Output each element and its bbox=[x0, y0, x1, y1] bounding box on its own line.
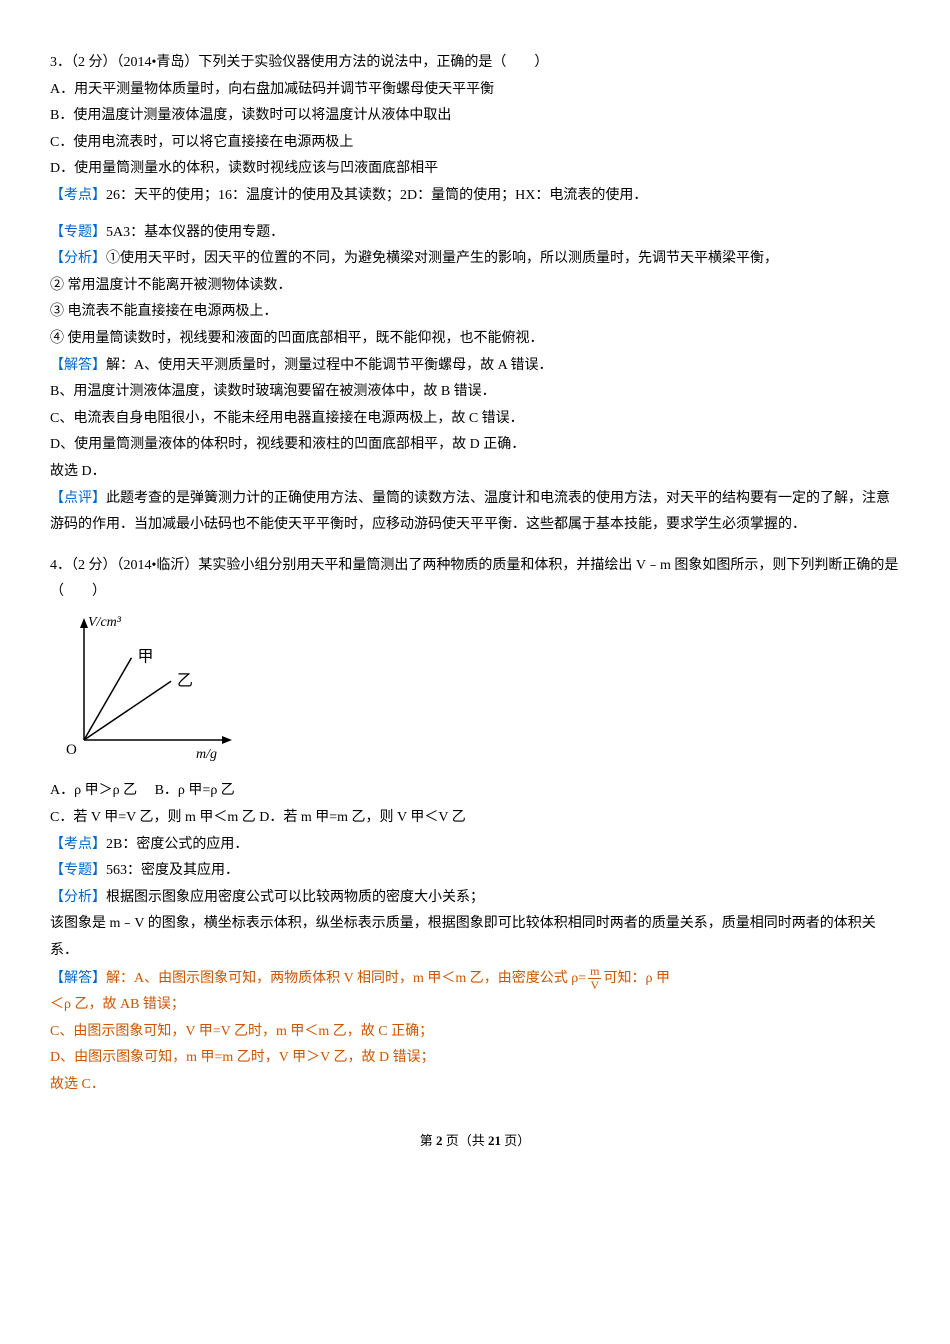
q3-opt-a: A．用天平测量物体质量时，向右盘加减砝码并调节平衡螺母使天平平衡 bbox=[50, 77, 900, 104]
jieda-label: 【解答】 bbox=[50, 971, 106, 986]
q4-opt-cd: C．若 V 甲=V 乙，则 m 甲＜m 乙 D．若 m 甲=m 乙，则 V 甲＜… bbox=[50, 805, 900, 832]
q4-kaodian: 【考点】2B：密度公式的应用． bbox=[50, 832, 900, 859]
q4-opt-b: B．ρ 甲=ρ 乙 bbox=[155, 783, 235, 798]
svg-text:甲: 甲 bbox=[138, 649, 154, 666]
q3-kaodian: 【考点】26：天平的使用；16：温度计的使用及其读数；2D：量筒的使用；HX：电… bbox=[50, 183, 900, 210]
q3-fenxi-1: ② 常用温度计不能离开被测物体读数． bbox=[50, 273, 900, 300]
svg-text:m/g: m/g bbox=[196, 747, 217, 762]
q3-jieda-0: 【解答】解：A、使用天平测质量时，测量过程中不能调节平衡螺母，故 A 错误． bbox=[50, 353, 900, 380]
q4-graph: 甲乙 V/cm³ m/g O bbox=[56, 612, 256, 773]
kaodian-text: 26：天平的使用；16：温度计的使用及其读数；2D：量筒的使用；HX：电流表的使… bbox=[106, 188, 647, 203]
q3-fenxi-0: 【分析】①使用天平时，因天平的位置的不同，为避免横梁对测量产生的影响，所以测质量… bbox=[50, 246, 900, 273]
q4-zhuanti: 【专题】563：密度及其应用． bbox=[50, 858, 900, 885]
q4-stem: 4．（2 分）（2014•临沂）某实验小组分别用天平和量筒测出了两种物质的质量和… bbox=[50, 553, 900, 606]
svg-text:O: O bbox=[66, 742, 77, 758]
q3-jieda-3: D、使用量筒测量液体的体积时，视线要和液柱的凹面底部相平，故 D 正确． bbox=[50, 432, 900, 459]
q3-opt-b: B．使用温度计测量液体温度，读数时可以将温度计从液体中取出 bbox=[50, 103, 900, 130]
jieda-label: 【解答】 bbox=[50, 358, 106, 373]
q3-zhuanti: 【专题】5A3：基本仪器的使用专题． bbox=[50, 220, 900, 247]
q3-opt-c: C．使用电流表时，可以将它直接接在电源两极上 bbox=[50, 130, 900, 157]
q3-dianping: 【点评】此题考查的是弹簧测力计的正确使用方法、量筒的读数方法、温度计和电流表的使… bbox=[50, 486, 900, 539]
kaodian-label: 【考点】 bbox=[50, 837, 106, 852]
svg-text:乙: 乙 bbox=[177, 672, 193, 689]
kaodian-label: 【考点】 bbox=[50, 188, 106, 203]
kaodian-text: 2B：密度公式的应用． bbox=[106, 837, 248, 852]
q4-opt-ab: A．ρ 甲＞ρ 乙 B．ρ 甲=ρ 乙 bbox=[50, 778, 900, 805]
footer-mid: 页（共 bbox=[442, 1133, 488, 1148]
q4-opt-c: C．若 V 甲=V 乙，则 m 甲＜m 乙 bbox=[50, 810, 256, 825]
q4-fenxi-1: 该图象是 m﹣V 的图象，横坐标表示体积，纵坐标表示质量，根据图象即可比较体积相… bbox=[50, 911, 900, 964]
zhuanti-label: 【专题】 bbox=[50, 225, 106, 240]
spacer bbox=[50, 210, 900, 220]
q3-fenxi-2: ③ 电流表不能直接接在电源两极上． bbox=[50, 299, 900, 326]
q4-opt-d: D．若 m 甲=m 乙，则 V 甲＜V 乙 bbox=[259, 810, 466, 825]
q3-fenxi-3: ④ 使用量筒读数时，视线要和液面的凹面底部相平，既不能仰视，也不能俯视． bbox=[50, 326, 900, 353]
fenxi-label: 【分析】 bbox=[50, 890, 106, 905]
q4-opt-a: A．ρ 甲＞ρ 乙 bbox=[50, 783, 137, 798]
q4-jieda-end: 故选 C． bbox=[50, 1072, 900, 1099]
page-footer: 第 2 页（共 21 页） bbox=[50, 1129, 900, 1154]
footer-total: 21 bbox=[488, 1133, 501, 1148]
fenxi-text: ①使用天平时，因天平的位置的不同，为避免横梁对测量产生的影响，所以测质量时，先调… bbox=[106, 251, 778, 266]
graph-svg: 甲乙 V/cm³ m/g O bbox=[56, 612, 256, 762]
q4-jieda-a2: ＜ρ 乙，故 AB 错误； bbox=[50, 992, 900, 1019]
fraction: mV bbox=[588, 965, 601, 992]
spacer bbox=[50, 539, 900, 553]
q3-opt-d: D．使用量筒测量水的体积，读数时视线应该与凹液面底部相平 bbox=[50, 156, 900, 183]
dianping-text: 此题考查的是弹簧测力计的正确使用方法、量筒的读数方法、温度计和电流表的使用方法，… bbox=[50, 491, 890, 533]
dianping-label: 【点评】 bbox=[50, 491, 106, 506]
q3-jieda-4: 故选 D． bbox=[50, 459, 900, 486]
q4-jieda-a: 【解答】解：A、由图示图象可知，两物质体积 V 相同时，m 甲＜m 乙，由密度公… bbox=[50, 965, 900, 993]
zhuanti-text: 563：密度及其应用． bbox=[106, 863, 239, 878]
frac-den: V bbox=[588, 979, 601, 992]
svg-text:V/cm³: V/cm³ bbox=[88, 615, 122, 630]
zhuanti-label: 【专题】 bbox=[50, 863, 106, 878]
q3-stem: 3．（2 分）（2014•青岛）下列关于实验仪器使用方法的说法中，正确的是（ ） bbox=[50, 50, 900, 77]
q4-jieda-d: D、由图示图象可知，m 甲=m 乙时，V 甲＞V 乙，故 D 错误； bbox=[50, 1045, 900, 1072]
fenxi-text: 根据图示图象应用密度公式可以比较两物质的密度大小关系； bbox=[106, 890, 484, 905]
footer-pre: 第 bbox=[420, 1133, 436, 1148]
q4-jieda-c: C、由图示图象可知，V 甲=V 乙时，m 甲＜m 乙，故 C 正确； bbox=[50, 1019, 900, 1046]
zhuanti-text: 5A3：基本仪器的使用专题． bbox=[106, 225, 284, 240]
q3-jieda-1: B、用温度计测液体温度，读数时玻璃泡要留在被测液体中，故 B 错误． bbox=[50, 379, 900, 406]
frac-num: m bbox=[588, 965, 601, 979]
q4-fenxi-0: 【分析】根据图示图象应用密度公式可以比较两物质的密度大小关系； bbox=[50, 885, 900, 912]
jieda-a-post: 可知：ρ 甲 bbox=[603, 971, 670, 986]
jieda-a-pre: 解：A、由图示图象可知，两物质体积 V 相同时，m 甲＜m 乙，由密度公式 ρ= bbox=[106, 971, 586, 986]
footer-post: 页） bbox=[501, 1133, 530, 1148]
q3-jieda-2: C、电流表自身电阻很小，不能未经用电器直接接在电源两极上，故 C 错误． bbox=[50, 406, 900, 433]
fenxi-label: 【分析】 bbox=[50, 251, 106, 266]
jieda-text: 解：A、使用天平测质量时，测量过程中不能调节平衡螺母，故 A 错误． bbox=[106, 358, 552, 373]
